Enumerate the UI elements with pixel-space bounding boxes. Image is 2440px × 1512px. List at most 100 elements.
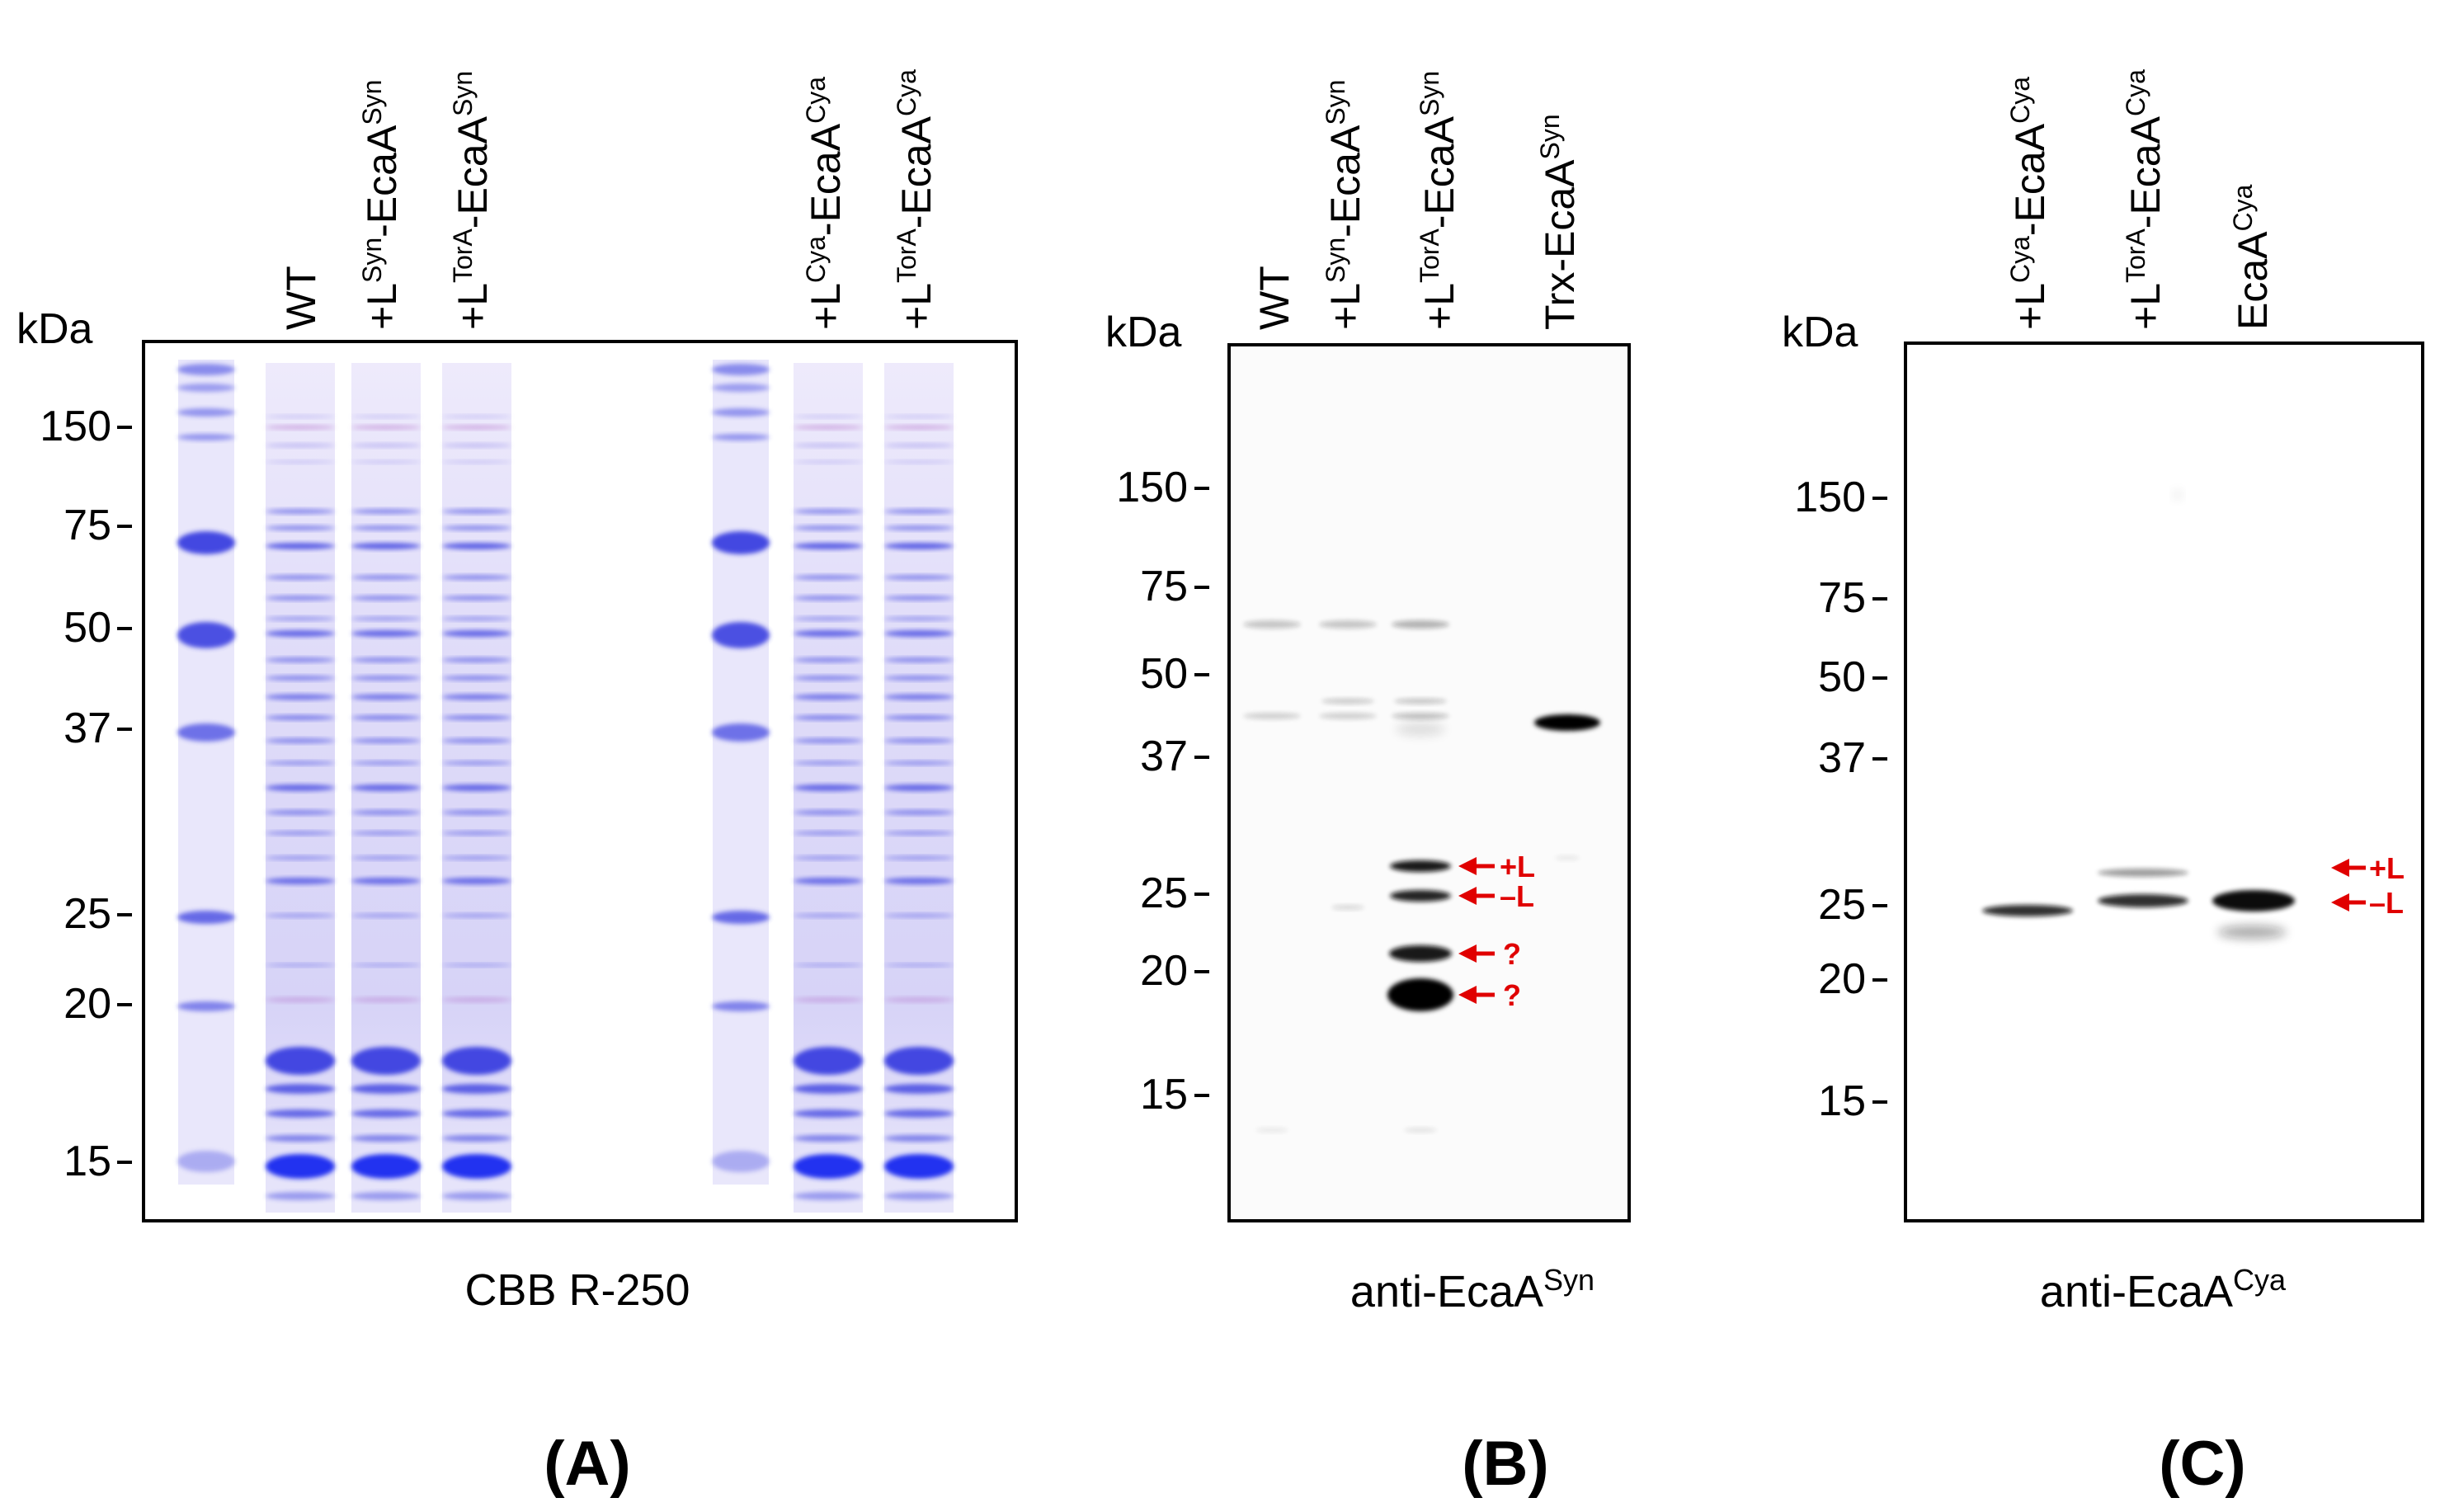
faint-band xyxy=(1555,855,1580,860)
specific-band-minus-l xyxy=(1390,890,1451,902)
panel-b-arrow-unknown-1: ? xyxy=(1458,937,1521,971)
panel-a-mw-75: 75 xyxy=(64,502,111,549)
sample-band xyxy=(266,415,335,418)
panel-b-annot-plus-l: +L xyxy=(1500,850,1535,883)
nonspecific-band xyxy=(1243,620,1301,629)
panel-c-mw-50: 50 xyxy=(1818,653,1866,701)
sample-band xyxy=(266,1084,335,1094)
marker-band xyxy=(177,408,235,417)
faint-band xyxy=(1404,1128,1437,1133)
sample-band xyxy=(884,460,954,464)
sample-band xyxy=(351,1154,421,1179)
sample-band xyxy=(442,1135,511,1142)
sample-band xyxy=(884,425,954,430)
marker-band xyxy=(712,1001,770,1011)
sample-band xyxy=(266,913,335,918)
sample-band xyxy=(884,1047,954,1075)
sample-band xyxy=(794,738,863,743)
panel-c: kDa 150 75 50 37 25 20 15 +LCya-EcaACya … xyxy=(1782,69,2424,1499)
sample-band xyxy=(794,509,863,514)
sample-band xyxy=(884,575,954,580)
sample-band xyxy=(351,415,421,418)
sample-band xyxy=(351,575,421,580)
panel-c-lane-1-label: +LCya-EcaACya xyxy=(2005,77,2053,330)
sample-band xyxy=(351,855,421,860)
sample-band xyxy=(884,878,954,884)
marker-band xyxy=(712,364,770,375)
sample-band xyxy=(351,878,421,884)
panel-a-lane-4-label: +LCya-EcaACya xyxy=(801,77,849,330)
panel-b-mw-50: 50 xyxy=(1140,650,1188,698)
sample-band xyxy=(794,616,863,621)
marker-band xyxy=(712,622,770,648)
sample-band xyxy=(351,425,421,430)
sample-band xyxy=(794,575,863,580)
sample-band xyxy=(884,443,954,448)
marker-band xyxy=(177,384,235,392)
sample-band xyxy=(266,810,335,815)
band-lane-2-lower xyxy=(2098,894,2188,907)
sample-band xyxy=(351,715,421,720)
sample-band xyxy=(794,1154,863,1179)
nonspecific-band xyxy=(1394,698,1447,704)
panel-b-mw-15: 15 xyxy=(1140,1071,1188,1119)
sample-band xyxy=(442,855,511,860)
sample-band xyxy=(884,963,954,967)
sample-band xyxy=(351,443,421,448)
sample-band xyxy=(266,1109,335,1118)
nonspecific-band xyxy=(1396,723,1445,736)
panel-a-mw-ladder: 150 75 50 37 25 20 15 xyxy=(40,403,132,1185)
specific-band-q1 xyxy=(1389,945,1452,962)
sample-band xyxy=(351,1192,421,1200)
sample-band xyxy=(351,1109,421,1118)
faint-band xyxy=(1255,1128,1288,1133)
sample-band xyxy=(884,997,954,1002)
sample-band xyxy=(266,1047,335,1075)
sample-band xyxy=(351,1047,421,1075)
sample-band xyxy=(794,1192,863,1200)
sample-band xyxy=(884,1192,954,1200)
sample-band xyxy=(794,443,863,448)
sample-band xyxy=(351,525,421,530)
panel-c-arrow-plus-l: +L xyxy=(2331,851,2405,885)
sample-band xyxy=(794,460,863,464)
sample-band xyxy=(266,831,335,836)
nonspecific-band xyxy=(1392,620,1449,629)
sample-band xyxy=(266,657,335,662)
panel-b-arrow-plus-l: +L xyxy=(1458,850,1535,883)
marker-band xyxy=(177,364,235,375)
sample-band xyxy=(794,963,863,967)
sample-band xyxy=(442,443,511,448)
sample-band xyxy=(351,997,421,1002)
sample-band xyxy=(442,509,511,514)
sample-band xyxy=(884,525,954,530)
panel-b-band-annotations: +L –L ? ? xyxy=(1458,850,1535,1012)
sample-band xyxy=(442,963,511,967)
sample-band xyxy=(266,855,335,860)
sample-band xyxy=(266,997,335,1002)
panel-b-label: (B) xyxy=(1462,1429,1549,1499)
sample-band xyxy=(794,525,863,530)
sample-band xyxy=(266,543,335,549)
sample-band xyxy=(351,543,421,549)
nonspecific-band xyxy=(1319,620,1377,629)
sample-band xyxy=(266,575,335,580)
sample-band xyxy=(442,525,511,530)
sample-band xyxy=(794,657,863,662)
sample-band xyxy=(794,997,863,1002)
marker-band xyxy=(177,1001,235,1011)
panel-b-mw-20: 20 xyxy=(1140,947,1188,995)
panel-c-mw-150: 150 xyxy=(1794,473,1866,521)
panel-a-mw-25: 25 xyxy=(64,890,111,938)
panel-b-lane-4-label: Trx-EcaASyn xyxy=(1535,114,1583,330)
panel-c-blot-image xyxy=(1904,341,2424,1222)
sample-band xyxy=(442,616,511,621)
sample-band xyxy=(794,878,863,884)
marker-band xyxy=(177,911,235,924)
sample-band xyxy=(794,855,863,860)
panel-a-lane-labels: WT +LSyn-EcaASyn +LTorA-EcaASyn +LCya-Ec… xyxy=(278,69,940,330)
panel-c-annot-minus-l: –L xyxy=(2369,886,2404,920)
sample-band xyxy=(884,1135,954,1142)
specific-band-plus-l xyxy=(1390,860,1451,872)
sample-band xyxy=(884,543,954,549)
